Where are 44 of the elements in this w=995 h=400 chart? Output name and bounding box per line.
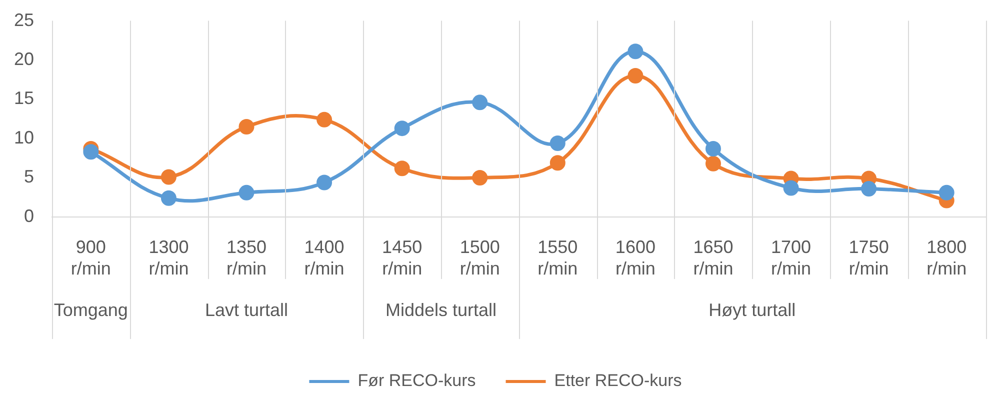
point	[705, 140, 721, 156]
text: Tomgang	[54, 300, 128, 320]
text: Middels turtall	[385, 300, 496, 320]
point	[628, 44, 644, 60]
y-tick-label: 0	[24, 206, 34, 226]
point	[316, 112, 332, 128]
y-tick-label: 15	[14, 88, 34, 108]
legend-label: Etter RECO-kurs	[554, 371, 682, 390]
point	[783, 180, 799, 196]
y-tick-label: 25	[14, 10, 34, 30]
point	[472, 170, 488, 186]
x-tick-label: 1650 r/min	[693, 236, 734, 278]
text: Høyt turtall	[708, 300, 796, 320]
point	[705, 156, 721, 172]
point	[394, 160, 410, 176]
x-tick-label: 1450 r/min	[382, 236, 422, 278]
x-tick-label: 1750 r/min	[848, 236, 889, 278]
x-tick-label: 1500 r/min	[460, 236, 500, 278]
point	[472, 94, 488, 110]
point	[938, 184, 954, 200]
x-tick-label: 1700 r/min	[771, 236, 812, 278]
x-tick-label: 1350 r/min	[226, 236, 267, 278]
x-tick-label: 1400 r/min	[304, 236, 344, 278]
x-tick-label: 1550 r/min	[538, 236, 578, 278]
y-tick-label: 10	[14, 127, 34, 148]
point	[160, 190, 176, 206]
point	[394, 120, 410, 136]
point	[160, 169, 176, 185]
x-tick-label: 1800 r/min	[926, 236, 967, 278]
x-tick-label: 1300 r/min	[148, 236, 189, 278]
text: Lavt turtall	[204, 300, 288, 320]
y-tick-label: 20	[14, 49, 34, 70]
point	[628, 68, 644, 84]
point	[550, 155, 566, 171]
legend-label: Før RECO-kurs	[358, 371, 476, 390]
point	[550, 135, 566, 151]
point	[238, 184, 254, 200]
x-tick-label: 1600 r/min	[615, 236, 656, 278]
point	[83, 144, 99, 160]
y-tick-label: 5	[24, 166, 34, 187]
point	[861, 180, 877, 196]
x-tick-label: 900 r/min	[70, 236, 111, 278]
point	[316, 174, 332, 190]
point	[238, 119, 254, 134]
